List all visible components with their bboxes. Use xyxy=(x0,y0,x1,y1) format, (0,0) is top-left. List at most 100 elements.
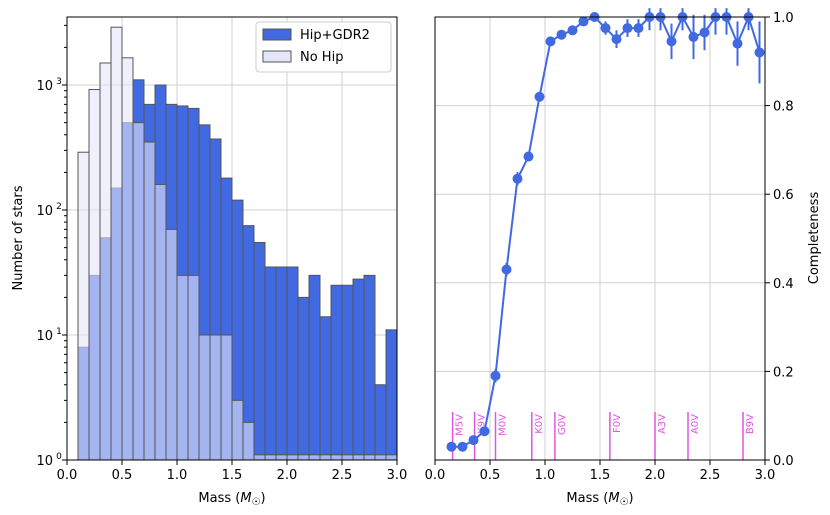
histogram-x-tick-label: 0.5 xyxy=(112,468,133,483)
no-hip-bar xyxy=(286,454,299,461)
no-hip-bar xyxy=(143,141,156,461)
spectral-type-label: G0V xyxy=(557,414,568,435)
histogram-y-tick-label: 10 2 xyxy=(36,202,61,219)
no-hip-bar xyxy=(176,274,189,461)
completeness-y-tick-label: 0.6 xyxy=(773,188,794,203)
completeness-x-tick-label: 0.0 xyxy=(425,468,446,483)
completeness-x-tick-label: 2.5 xyxy=(700,468,721,483)
completeness-point xyxy=(611,34,622,45)
legend-no-hip-label: No Hip xyxy=(300,50,343,65)
hip-gdr2-bar xyxy=(253,241,266,461)
no-hip-bar xyxy=(77,151,90,461)
no-hip-bar xyxy=(209,334,222,461)
completeness-point xyxy=(622,23,633,34)
completeness-x-tick-label: 1.5 xyxy=(590,468,611,483)
completeness-y-tick-label: 0.8 xyxy=(773,100,794,115)
no-hip-bar xyxy=(231,399,244,461)
histogram-x-ticks: 0.0 0.5 1.0 1.5 2.0 2.5 3.0 xyxy=(57,460,408,483)
spectral-type-markers: M5V K9V M0V K0V G0V F0V A3V A0V B9V xyxy=(451,412,756,460)
hip-gdr2-bar xyxy=(374,384,387,461)
spectral-type-label: B9V xyxy=(745,414,756,434)
no-hip-bar xyxy=(165,228,178,461)
no-hip-bar xyxy=(363,454,376,461)
completeness-x-tick-label: 2.0 xyxy=(645,468,666,483)
histogram-x-tick-label: 1.0 xyxy=(167,468,188,483)
no-hip-bar xyxy=(187,274,200,461)
completeness-x-tick-label: 0.5 xyxy=(480,468,501,483)
spectral-type-label: A3V xyxy=(657,414,668,434)
no-hip-bar xyxy=(275,454,288,461)
no-hip-bar xyxy=(319,454,332,461)
histogram-x-label: Mass (M☉) xyxy=(198,491,265,508)
histogram-x-tick-label: 1.5 xyxy=(222,468,243,483)
completeness-point xyxy=(523,151,534,162)
completeness-point xyxy=(490,370,501,381)
histogram-x-tick-label: 3.0 xyxy=(387,468,408,483)
hip-gdr2-bar xyxy=(275,266,288,461)
completeness-point xyxy=(446,441,457,452)
completeness-x-tick-label: 3.0 xyxy=(755,468,776,483)
completeness-y-tick-label: 0.4 xyxy=(773,277,794,292)
spectral-type-label: M5V xyxy=(455,414,466,436)
hip-gdr2-bar xyxy=(297,296,310,461)
no-hip-bar xyxy=(154,183,167,461)
no-hip-bar xyxy=(264,454,277,461)
no-hip-bar xyxy=(198,334,211,461)
completeness-point xyxy=(600,23,611,34)
no-hip-bars xyxy=(77,26,398,461)
completeness-point xyxy=(534,91,545,102)
completeness-point xyxy=(578,16,589,27)
completeness-point xyxy=(754,47,765,58)
no-hip-bar xyxy=(385,454,398,461)
completeness-panel: M5V K9V M0V K0V G0V F0V A3V A0V B9V 0.0 0.5 1.0 1.5… xyxy=(425,8,822,508)
hip-gdr2-bar xyxy=(363,274,376,461)
completeness-point xyxy=(567,25,578,36)
completeness-point xyxy=(501,264,512,275)
legend-hip-gdr2-label: Hip+GDR2 xyxy=(300,28,370,43)
no-hip-bar xyxy=(220,334,233,461)
no-hip-bar xyxy=(132,122,145,461)
no-hip-bar xyxy=(341,454,354,461)
completeness-point xyxy=(457,441,468,452)
completeness-point xyxy=(545,36,556,47)
spectral-type-label: K9V xyxy=(477,414,488,434)
no-hip-bar xyxy=(330,454,343,461)
histogram-x-tick-label: 2.5 xyxy=(332,468,353,483)
completeness-point xyxy=(479,426,490,437)
no-hip-bar xyxy=(88,89,101,461)
hip-gdr2-bar xyxy=(330,284,343,461)
completeness-x-ticks: 0.0 0.5 1.0 1.5 2.0 2.5 3.0 xyxy=(425,460,776,483)
spectral-type-label: A0V xyxy=(690,414,701,434)
hip-gdr2-bar xyxy=(319,316,332,461)
no-hip-bar xyxy=(110,26,123,461)
completeness-point xyxy=(732,38,743,49)
spectral-type-label: F0V xyxy=(612,414,623,433)
hip-gdr2-bar xyxy=(385,329,398,461)
histogram-x-tick-label: 0.0 xyxy=(57,468,78,483)
completeness-point xyxy=(633,23,644,34)
no-hip-bar xyxy=(297,454,310,461)
completeness-y-tick-label: 1.0 xyxy=(773,11,794,26)
completeness-y-label: Completeness xyxy=(807,192,822,285)
histogram-y-label: Number of stars xyxy=(11,185,26,290)
completeness-point xyxy=(699,27,710,38)
histogram-y-tick-label: 10 1 xyxy=(36,327,61,344)
legend-no-hip-swatch xyxy=(262,50,292,63)
completeness-point xyxy=(556,29,567,40)
histogram-y-tick-label: 10 0 xyxy=(36,452,62,469)
completeness-point xyxy=(688,31,699,42)
no-hip-bar xyxy=(253,454,266,461)
completeness-y-tick-label: 0.0 xyxy=(773,454,794,469)
hip-gdr2-bar xyxy=(308,274,321,461)
hip-gdr2-bar xyxy=(352,278,365,461)
completeness-point xyxy=(468,435,479,446)
histogram-legend: Hip+GDR2 No Hip xyxy=(255,21,392,73)
no-hip-bar xyxy=(374,454,387,461)
hip-gdr2-bar xyxy=(286,266,299,461)
completeness-y-ticks: 0.0 0.2 0.4 0.6 0.8 1.0 xyxy=(765,11,794,469)
hip-gdr2-bar xyxy=(341,284,354,461)
completeness-y-tick-label: 0.2 xyxy=(773,365,794,380)
